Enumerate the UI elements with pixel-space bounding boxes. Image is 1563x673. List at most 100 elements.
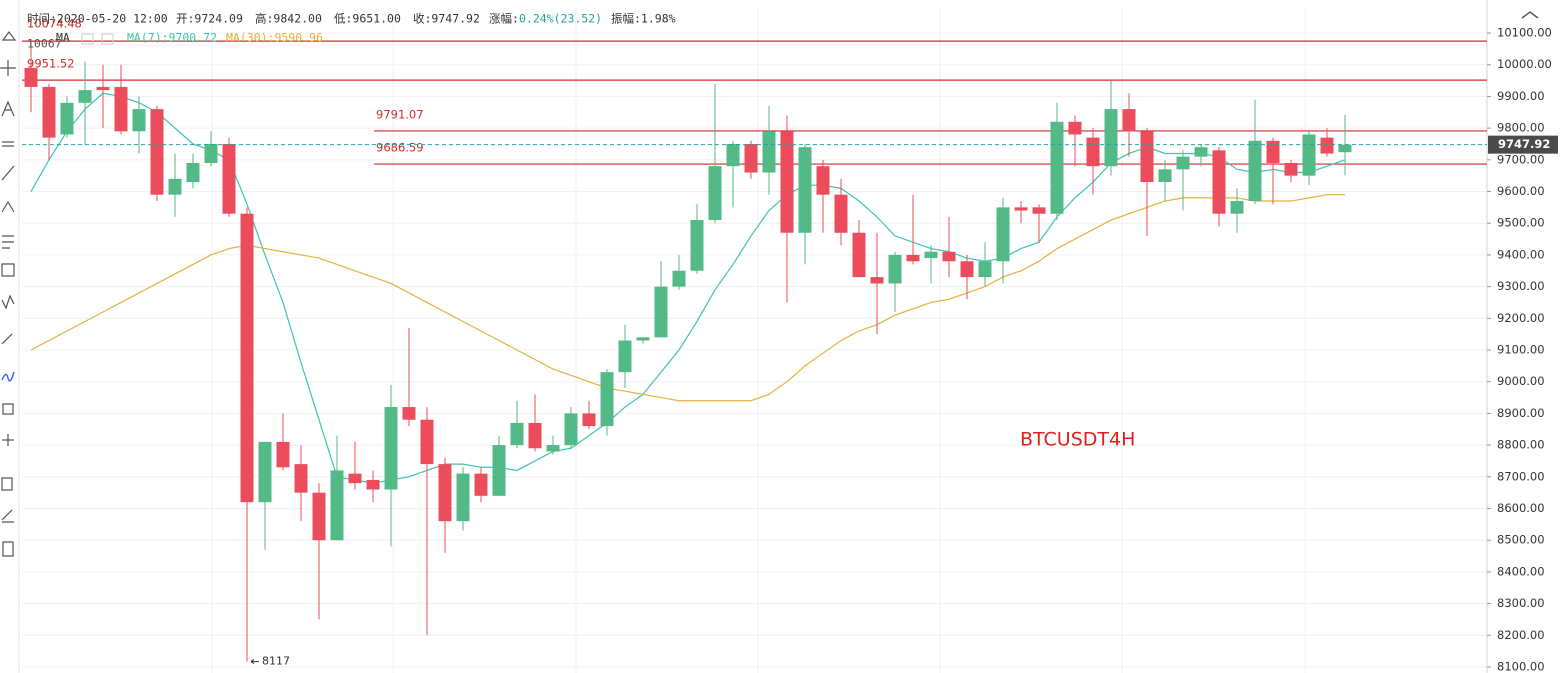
tool-icon[interactable] <box>2 403 14 415</box>
candle-body <box>978 261 992 278</box>
legend-icon[interactable] <box>81 33 94 45</box>
candle-body <box>636 337 650 341</box>
y-tick-label: 8100.00 <box>1497 659 1545 673</box>
tool-icon[interactable] <box>1 294 15 310</box>
plot-area: 8100.00 8200.00 8300.00 8400.00 8500.00 8600.… <box>22 8 1552 673</box>
candle-body <box>960 261 974 278</box>
y-tick-label: 9200.00 <box>1497 311 1545 325</box>
candle-body <box>618 340 632 373</box>
candle-body <box>384 407 398 490</box>
y-tick-label: 8600.00 <box>1497 501 1545 515</box>
tool-icon[interactable] <box>1 263 15 277</box>
y-tick-label: 9600.00 <box>1497 184 1545 198</box>
low-marker-label: 8117 <box>262 655 290 668</box>
y-tick-label: 8700.00 <box>1497 469 1545 483</box>
candle-body <box>1266 140 1280 163</box>
toolbar <box>0 0 20 673</box>
last-price-tag <box>1488 135 1558 154</box>
candle-body <box>924 251 938 259</box>
candle-body <box>420 419 434 465</box>
legend-icon[interactable] <box>101 33 114 45</box>
candle-body <box>672 270 686 287</box>
tool-icon[interactable] <box>1 477 13 491</box>
candle-body <box>42 86 56 138</box>
candle-body <box>906 254 920 262</box>
candle-body <box>888 254 902 284</box>
candle-body <box>726 143 740 167</box>
candle-body <box>78 90 92 103</box>
candle-body <box>402 407 416 420</box>
tool-icon[interactable] <box>1 31 17 41</box>
candle-body <box>186 162 200 183</box>
candle-body <box>780 131 794 233</box>
candle-body <box>1320 137 1334 154</box>
y-tick-label: 9400.00 <box>1497 247 1545 261</box>
y-tick-label: 9800.00 <box>1497 121 1545 135</box>
candle-body <box>348 473 362 484</box>
y-tick-label: 9700.00 <box>1497 152 1545 166</box>
candle-body <box>1248 140 1262 202</box>
header-open: 开:9724.09 <box>176 12 243 26</box>
low-arrow <box>250 659 259 665</box>
y-tick-label: 8200.00 <box>1497 628 1545 642</box>
header-low: 低:9651.00 <box>334 12 401 26</box>
y-tick-label: 8500.00 <box>1497 533 1545 547</box>
candle-body <box>222 143 236 214</box>
candle-body <box>96 86 110 91</box>
tool-icon[interactable] <box>1 200 15 213</box>
y-tick-label: 9300.00 <box>1497 279 1545 293</box>
tool-icon[interactable] <box>1 333 13 345</box>
y-tick-label: 9500.00 <box>1497 216 1545 230</box>
crosshair-label: 10067 <box>27 37 62 51</box>
tool-icon[interactable] <box>1 509 14 523</box>
candle-body <box>456 473 470 522</box>
candle-body <box>1140 131 1154 183</box>
candle-body <box>996 207 1010 262</box>
candle-body <box>1104 109 1118 167</box>
candle-body <box>1212 150 1226 214</box>
tool-icon[interactable] <box>2 235 14 249</box>
header-change-label: 涨幅: <box>489 12 519 26</box>
y-tick-label: 8900.00 <box>1497 406 1545 420</box>
level-label: 9791.07 <box>376 107 424 121</box>
tool-icon[interactable] <box>2 541 14 557</box>
candle-body <box>294 464 308 493</box>
tool-icon[interactable] <box>1 165 15 181</box>
candle-body <box>942 251 956 262</box>
tool-icon[interactable] <box>2 434 14 446</box>
candle-body <box>1086 137 1100 167</box>
collapse-button[interactable] <box>1521 11 1539 19</box>
level-label: 10074.48 <box>27 17 82 31</box>
candle-body <box>1158 169 1172 183</box>
candle-body <box>834 194 848 233</box>
candle-body <box>258 441 272 503</box>
y-tick-label: 9900.00 <box>1497 89 1545 103</box>
candle-body <box>1176 156 1190 170</box>
candle-body <box>528 422 542 449</box>
candle-body <box>474 473 488 496</box>
candle-body <box>366 479 380 490</box>
tool-icon[interactable] <box>1 371 15 382</box>
candle-body <box>1014 207 1028 211</box>
header-high: 高:9842.00 <box>255 12 322 26</box>
level-label: 9686.59 <box>376 141 424 155</box>
candle-body <box>24 67 38 87</box>
candle-body <box>492 445 506 496</box>
tool-icon[interactable] <box>1 100 15 117</box>
candle-body <box>744 143 758 173</box>
ma-line <box>30 92 1346 484</box>
candle-body <box>60 102 74 135</box>
tool-icon[interactable] <box>2 141 14 147</box>
last-price-label: 9747.92 <box>1498 137 1550 151</box>
candle-body <box>204 143 218 163</box>
candle-body <box>1032 207 1046 214</box>
legend-entry: MA(7):9700.72 <box>127 31 217 45</box>
level-label: 9951.52 <box>27 57 75 71</box>
candle-body <box>114 86 128 132</box>
candle-body <box>600 372 614 427</box>
candle-body <box>582 413 596 427</box>
candle-body <box>1122 109 1136 132</box>
tool-icon[interactable] <box>0 60 16 76</box>
